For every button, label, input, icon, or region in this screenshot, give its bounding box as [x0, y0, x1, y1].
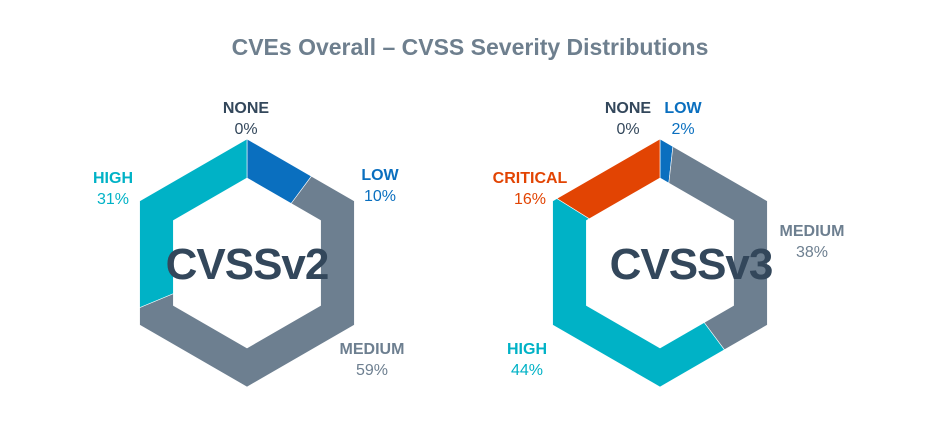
cvssv3-label-critical: CRITICAL 16%	[480, 168, 580, 210]
cvssv3-label-low-name: LOW	[664, 100, 702, 117]
cvssv2-label-high-value: 31%	[96, 191, 130, 208]
cvssv2-label-none: NONE 0%	[211, 98, 281, 140]
cvssv3-slice-critical	[556, 138, 661, 220]
cvssv2-center-label: CVSSv2	[165, 240, 330, 289]
cvssv3-label-low-value: 2%	[671, 121, 695, 138]
chart-title: CVEs Overall – CVSS Severity Distributio…	[231, 34, 709, 60]
cvssv2-label-medium-name: MEDIUM	[339, 341, 405, 358]
cvssv3-label-low: LOW 2%	[658, 98, 708, 140]
cvssv2-label-medium: MEDIUM 59%	[327, 339, 417, 381]
cvssv2-label-medium-value: 59%	[355, 362, 389, 379]
cvssv3-center-label: CVSSv3	[609, 240, 774, 289]
cvssv2-label-low: LOW 10%	[345, 165, 415, 207]
cvssv3-label-none: NONE 0%	[598, 98, 658, 140]
cvssv3-label-none-name: NONE	[604, 100, 652, 117]
cvssv3-label-critical-name: CRITICAL	[492, 170, 568, 187]
cvssv2-hexagon-ring	[139, 138, 355, 388]
cvssv2-label-low-value: 10%	[363, 188, 397, 205]
cvssv3-label-medium-name: MEDIUM	[779, 223, 845, 240]
cvssv2-slice-high	[139, 138, 248, 308]
cvssv3-slice-high	[552, 198, 725, 388]
cvssv3-label-medium-value: 38%	[795, 244, 829, 261]
cvssv3-label-critical-value: 16%	[513, 191, 547, 208]
cvssv2-label-high: HIGH 31%	[78, 168, 148, 210]
cvssv3-label-high-value: 44%	[510, 362, 544, 379]
cvssv2-label-none-name: NONE	[222, 100, 270, 117]
cvssv3-hexagon-ring	[552, 138, 768, 388]
cvssv3-label-high-name: HIGH	[507, 341, 547, 358]
cvssv2-chart: CVSSv2 NONE 0% LOW 10% MEDIUM 59% HIGH 3…	[78, 98, 417, 388]
cvssv2-label-high-name: HIGH	[93, 170, 133, 187]
cvssv2-label-none-value: 0%	[234, 121, 258, 138]
cvssv3-chart: CVSSv3 NONE 0% LOW 2% MEDIUM 38% HIGH 44…	[470, 0, 940, 423]
cvssv3-label-high: HIGH 44%	[492, 339, 562, 381]
cvssv3-label-medium: MEDIUM 38%	[767, 221, 857, 263]
cvssv2-label-low-name: LOW	[361, 167, 399, 184]
cvssv3-label-none-value: 0%	[616, 121, 640, 138]
